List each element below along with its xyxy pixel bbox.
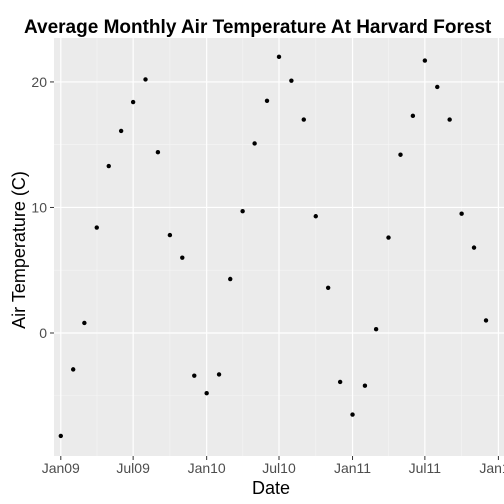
data-point: [350, 412, 354, 416]
data-point: [484, 318, 488, 322]
x-axis-title: Date: [252, 478, 290, 498]
data-point: [217, 372, 221, 376]
x-tick-label: Jan10: [188, 460, 226, 476]
data-point: [119, 129, 123, 133]
data-point: [302, 117, 306, 121]
data-point: [180, 255, 184, 259]
data-point: [168, 233, 172, 237]
data-point: [59, 434, 63, 438]
data-point: [143, 77, 147, 81]
x-tick-label: Jul10: [262, 460, 296, 476]
data-point: [398, 153, 402, 157]
x-tick-label: Jul11: [409, 460, 442, 476]
data-point: [326, 286, 330, 290]
data-point: [107, 164, 111, 168]
data-point: [338, 380, 342, 384]
data-point: [472, 245, 476, 249]
data-point: [265, 99, 269, 103]
x-tick-label: Jul09: [116, 460, 150, 476]
data-point: [240, 209, 244, 213]
data-point: [386, 235, 390, 239]
data-point: [82, 321, 86, 325]
data-point: [95, 225, 99, 229]
x-tick-label: Jan12: [479, 460, 504, 476]
y-tick-label: 0: [39, 325, 47, 341]
data-point: [71, 367, 75, 371]
data-point: [374, 327, 378, 331]
y-tick-label: 20: [31, 74, 47, 90]
y-tick-label: 10: [31, 199, 47, 215]
data-point: [363, 384, 367, 388]
data-point: [228, 277, 232, 281]
y-axis-title: Air Temperature (C): [9, 171, 29, 329]
data-point: [277, 55, 281, 59]
data-point: [314, 214, 318, 218]
data-point: [435, 85, 439, 89]
data-point: [459, 212, 463, 216]
data-point: [252, 141, 256, 145]
data-point: [423, 58, 427, 62]
data-point: [192, 373, 196, 377]
data-point: [204, 391, 208, 395]
data-point: [447, 117, 451, 121]
x-tick-labels: Jan09 Jul09 Jan10 Jul10 Jan11 Jul11 Jan12: [42, 460, 504, 476]
data-point: [289, 78, 293, 82]
data-point: [131, 100, 135, 104]
chart-title: Average Monthly Air Temperature At Harva…: [24, 17, 492, 38]
y-tick-labels: 0 10 20: [31, 74, 47, 341]
data-point: [156, 150, 160, 154]
x-tick-label: Jan11: [334, 460, 371, 476]
data-point: [411, 114, 415, 118]
x-tick-label: Jan09: [42, 460, 80, 476]
